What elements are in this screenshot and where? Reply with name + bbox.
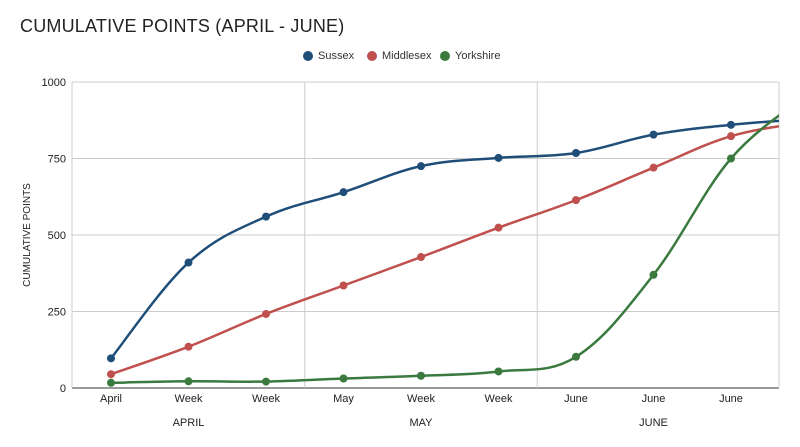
data-point-middlesex[interactable] (417, 253, 425, 262)
data-point-middlesex[interactable] (262, 309, 270, 318)
y-axis-title: CUMULATIVE POINTS (22, 183, 33, 287)
data-point-middlesex[interactable] (649, 163, 658, 172)
legend-marker-sussex (303, 51, 313, 61)
data-point-middlesex[interactable] (494, 223, 503, 232)
data-point-sussex[interactable] (417, 162, 425, 171)
legend-marker-yorkshire (440, 51, 450, 61)
x-tick-label: Week (252, 393, 280, 405)
data-point-middlesex[interactable] (572, 196, 580, 205)
data-point-yorkshire[interactable] (417, 371, 425, 380)
series-line-middlesex (110, 124, 779, 376)
x-tick-label: Week (485, 393, 513, 405)
y-tick-label: 0 (60, 383, 66, 395)
data-point-yorkshire[interactable] (107, 378, 115, 387)
data-point-yorkshire[interactable] (262, 377, 270, 386)
legend-label-yorkshire: Yorkshire (455, 50, 501, 62)
data-point-sussex[interactable] (107, 354, 115, 363)
legend-item-yorkshire[interactable]: Yorkshire (440, 50, 500, 62)
legend-label-sussex: Sussex (318, 50, 355, 62)
data-point-yorkshire[interactable] (494, 367, 503, 376)
legend-item-middlesex[interactable]: Middlesex (367, 50, 432, 62)
data-point-middlesex[interactable] (107, 370, 115, 379)
x-tick-label: June (642, 393, 666, 405)
x-tick-label: April (100, 393, 122, 405)
data-point-sussex[interactable] (649, 130, 658, 139)
x-tick-label: Week (407, 393, 435, 405)
data-point-yorkshire[interactable] (339, 374, 348, 383)
group-label: APRIL (173, 417, 205, 429)
x-tick-label: June (564, 393, 588, 405)
data-point-middlesex[interactable] (339, 281, 348, 290)
series-line-yorkshire (110, 114, 779, 385)
y-tick-label: 1000 (42, 77, 66, 89)
legend-item-sussex[interactable]: Sussex (303, 50, 354, 62)
data-point-middlesex[interactable] (184, 342, 193, 351)
x-tick-label: Week (175, 393, 203, 405)
group-label: JUNE (639, 417, 668, 429)
y-tick-label: 750 (48, 154, 66, 166)
data-point-yorkshire[interactable] (727, 154, 735, 163)
x-tick-label: May (333, 393, 354, 405)
chart-legend: Sussex Middlesex Yorkshire (0, 50, 800, 66)
data-point-sussex[interactable] (262, 212, 270, 221)
y-tick-label: 250 (48, 307, 66, 319)
data-point-sussex[interactable] (572, 148, 580, 157)
data-point-sussex[interactable] (339, 188, 348, 197)
data-point-yorkshire[interactable] (572, 352, 580, 361)
group-label: MAY (409, 417, 433, 429)
x-tick-label: June (719, 393, 743, 405)
data-point-sussex[interactable] (727, 120, 735, 129)
series-line-sussex (110, 119, 779, 360)
legend-label-middlesex: Middlesex (382, 50, 432, 62)
data-point-sussex[interactable] (494, 153, 503, 162)
data-point-sussex[interactable] (184, 258, 193, 267)
chart-title: CUMULATIVE POINTS (APRIL - JUNE) (20, 16, 345, 36)
legend-marker-middlesex (367, 51, 377, 61)
data-point-yorkshire[interactable] (184, 377, 193, 386)
y-tick-label: 500 (48, 230, 66, 242)
data-point-yorkshire[interactable] (649, 270, 658, 279)
data-point-middlesex[interactable] (727, 132, 735, 141)
